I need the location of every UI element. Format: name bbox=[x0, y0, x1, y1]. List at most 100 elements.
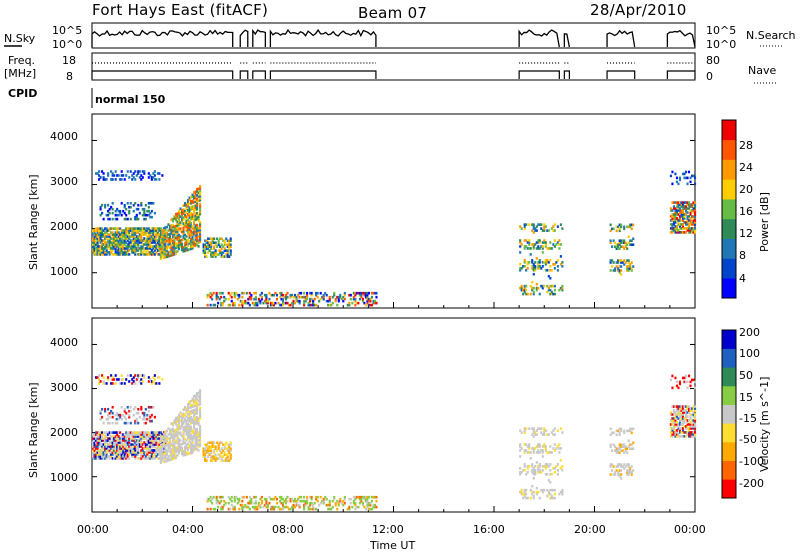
velocity-cell bbox=[217, 445, 220, 449]
power-cell bbox=[155, 237, 158, 240]
power-cell bbox=[132, 227, 135, 230]
velocity-cell bbox=[194, 446, 197, 449]
power-cell bbox=[126, 249, 129, 252]
power-cell bbox=[186, 222, 190, 226]
power-cell bbox=[159, 243, 162, 247]
velocity-cell bbox=[155, 447, 158, 450]
power-cell bbox=[191, 225, 194, 228]
power-cb-tick-16: 16 bbox=[739, 205, 753, 218]
velocity-cell bbox=[520, 447, 523, 450]
power-cell bbox=[131, 178, 134, 181]
velocity-cell bbox=[156, 443, 159, 446]
velocity-cell bbox=[681, 411, 685, 414]
power-cell bbox=[132, 247, 135, 250]
power-cell bbox=[101, 170, 104, 173]
velocity-cell bbox=[128, 415, 131, 419]
power-cell bbox=[259, 301, 262, 305]
power-cell bbox=[135, 235, 138, 238]
power-cell bbox=[525, 245, 528, 248]
velocity-cell bbox=[102, 453, 105, 456]
velocity-cell bbox=[230, 503, 233, 507]
velocity-cb-tick-m100: -100 bbox=[739, 455, 764, 468]
power-cell bbox=[134, 215, 137, 219]
velocity-cell bbox=[609, 445, 612, 449]
velocity-cell bbox=[183, 437, 187, 441]
velocity-cell bbox=[692, 421, 695, 424]
power-cell bbox=[523, 223, 526, 226]
power-cell bbox=[204, 239, 207, 243]
power-cell bbox=[138, 227, 141, 230]
velocity-cell bbox=[137, 433, 140, 436]
power-cell bbox=[687, 227, 691, 230]
power-cell bbox=[217, 241, 220, 245]
velocity-cell bbox=[132, 455, 135, 458]
velocity-cell bbox=[199, 416, 202, 420]
velocity-cell bbox=[328, 499, 331, 503]
power-cell bbox=[132, 239, 135, 242]
power-cell bbox=[337, 299, 340, 303]
power-cell bbox=[159, 251, 162, 255]
power-cell bbox=[153, 174, 156, 177]
velocity-cell bbox=[689, 407, 692, 410]
velocity-cell bbox=[114, 413, 117, 417]
power-cell bbox=[179, 207, 182, 211]
velocity-cell bbox=[108, 443, 111, 446]
power-cell bbox=[552, 263, 555, 266]
velocity-cell bbox=[684, 380, 688, 384]
velocity-cell bbox=[358, 501, 361, 505]
power-cell bbox=[99, 253, 102, 256]
velocity-cell bbox=[176, 448, 179, 451]
velocity-cell bbox=[275, 497, 279, 501]
velocity-cell bbox=[177, 445, 181, 449]
velocity-cell bbox=[543, 443, 546, 446]
velocity-cell bbox=[123, 447, 126, 450]
velocity-cell bbox=[680, 407, 683, 410]
velocity-cell bbox=[134, 443, 137, 446]
velocity-cell bbox=[161, 441, 164, 444]
velocity-cell bbox=[227, 507, 230, 511]
velocity-cell bbox=[191, 441, 194, 444]
velocity-cell bbox=[174, 420, 178, 424]
velocity-cell bbox=[168, 438, 171, 442]
velocity-cell bbox=[689, 423, 692, 426]
velocity-cell bbox=[132, 441, 135, 444]
velocity-cell bbox=[675, 405, 679, 408]
power-cell bbox=[155, 243, 158, 246]
velocity-cell bbox=[674, 376, 677, 380]
xtick-0400: 04:00 bbox=[172, 523, 204, 536]
velocity-cell bbox=[559, 467, 562, 470]
velocity-cell bbox=[199, 442, 202, 446]
power-cell bbox=[627, 235, 630, 239]
velocity-cell bbox=[150, 433, 153, 436]
power-cell bbox=[540, 284, 543, 288]
power-cell bbox=[675, 225, 679, 228]
power-cell bbox=[131, 174, 134, 177]
velocity-cell bbox=[523, 469, 526, 472]
velocity-cell bbox=[183, 441, 187, 445]
power-cell bbox=[149, 215, 152, 219]
velocity-cell bbox=[131, 443, 134, 446]
velocity-cell bbox=[170, 452, 173, 455]
power-cell bbox=[228, 239, 231, 243]
velocity-cell bbox=[618, 431, 621, 435]
power-cell bbox=[137, 241, 140, 244]
velocity-cell bbox=[686, 421, 689, 424]
power-cell bbox=[558, 243, 561, 246]
velocity-cell bbox=[186, 416, 190, 420]
velocity-cell bbox=[313, 501, 316, 505]
power-cell bbox=[185, 247, 188, 250]
velocity-cell bbox=[188, 406, 191, 410]
velocity-cell bbox=[674, 421, 677, 424]
power-cell bbox=[110, 247, 113, 250]
power-cell bbox=[180, 210, 184, 214]
velocity-cell bbox=[343, 501, 346, 505]
velocity-cell bbox=[672, 433, 675, 436]
power-cell bbox=[686, 223, 689, 226]
velocity-cell bbox=[92, 451, 95, 454]
velocity-cell bbox=[183, 417, 187, 421]
nsky-trace-4 bbox=[518, 29, 560, 48]
power-cell bbox=[101, 251, 104, 254]
power-cell bbox=[681, 217, 685, 220]
power-cell bbox=[215, 295, 218, 299]
power-cell bbox=[147, 241, 150, 244]
